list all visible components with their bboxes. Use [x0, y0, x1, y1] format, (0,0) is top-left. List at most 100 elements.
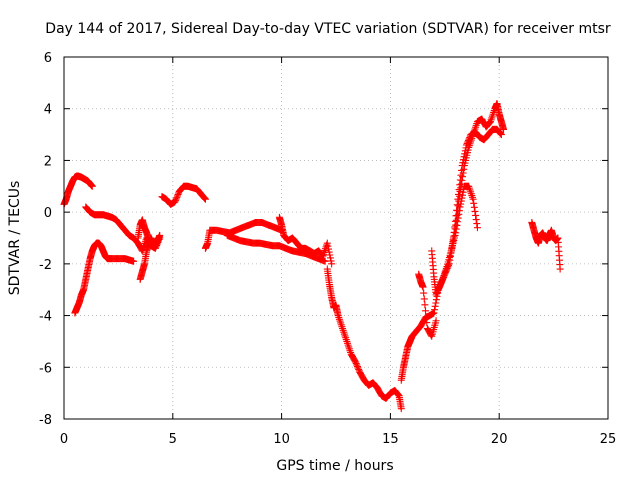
- data-point: [343, 337, 351, 345]
- data-point: [448, 243, 456, 251]
- data-point: [173, 192, 181, 200]
- data-point: [468, 193, 476, 201]
- data-point: [342, 334, 350, 342]
- data-point: [336, 317, 344, 325]
- data-point: [449, 240, 457, 248]
- y-tick-label: -4: [39, 310, 52, 325]
- data-point: [438, 278, 446, 286]
- data-point: [455, 197, 463, 205]
- data-point: [469, 195, 477, 203]
- y-tick-label: -2: [39, 258, 52, 273]
- data-point: [454, 202, 462, 210]
- data-point: [321, 257, 329, 265]
- data-point: [323, 239, 331, 247]
- x-tick-label: 25: [600, 432, 617, 447]
- data-point: [355, 366, 363, 374]
- data-point: [445, 261, 453, 269]
- data-point: [335, 315, 343, 323]
- data-point: [433, 288, 441, 296]
- data-point: [450, 228, 458, 236]
- data-point: [468, 192, 476, 200]
- data-point: [423, 319, 431, 327]
- data-point: [340, 330, 348, 338]
- data-point: [431, 306, 439, 314]
- data-point: [435, 285, 443, 293]
- data-point: [353, 361, 361, 369]
- data-point: [433, 289, 441, 297]
- data-point: [432, 317, 440, 325]
- data-point: [422, 307, 430, 315]
- data-point: [335, 313, 343, 321]
- series-track-o: [528, 218, 564, 273]
- data-point: [452, 216, 460, 224]
- y-tick-label: 6: [44, 51, 52, 66]
- data-point: [325, 245, 333, 253]
- data-point: [432, 299, 440, 307]
- data-point: [339, 325, 347, 332]
- y-axis-label: SDTVAR / TECUs: [7, 181, 23, 296]
- data-point: [172, 196, 180, 204]
- data-point: [327, 257, 335, 265]
- data-point: [500, 125, 508, 133]
- data-point: [436, 282, 444, 290]
- data-point: [443, 264, 451, 272]
- data-point: [434, 286, 442, 294]
- data-point: [497, 130, 505, 138]
- data-point: [488, 112, 496, 120]
- data-point: [420, 295, 428, 303]
- data-point: [556, 265, 564, 273]
- data-point: [130, 257, 138, 265]
- data-point: [325, 248, 333, 256]
- data-point: [447, 247, 455, 255]
- data-point: [420, 289, 428, 297]
- data-point: [454, 207, 462, 215]
- data-point: [453, 211, 461, 219]
- data-point: [341, 332, 349, 340]
- data-point: [459, 169, 467, 177]
- data-point: [441, 270, 449, 278]
- data-point: [497, 131, 505, 139]
- y-tick-label: -8: [39, 413, 52, 428]
- data-point: [467, 190, 475, 198]
- data-point: [472, 211, 480, 219]
- data-point: [173, 193, 181, 201]
- data-point: [453, 201, 461, 209]
- x-tick-label: 10: [273, 432, 290, 447]
- data-point: [421, 301, 429, 309]
- series-track-f: [158, 182, 209, 208]
- data-point: [470, 203, 478, 211]
- data-point: [352, 360, 360, 368]
- data-point: [460, 165, 468, 173]
- data-point: [340, 328, 348, 336]
- data-point: [172, 195, 180, 203]
- data-point: [326, 254, 334, 262]
- data-point: [200, 194, 208, 202]
- data-point: [459, 191, 467, 199]
- data-point: [443, 266, 451, 274]
- data-point: [397, 405, 405, 413]
- data-point: [432, 291, 440, 299]
- series-track-h: [223, 231, 329, 265]
- data-point: [344, 339, 352, 347]
- x-axis-label: GPS time / hours: [276, 458, 393, 474]
- data-point: [441, 269, 449, 277]
- data-point: [435, 283, 443, 291]
- data-point: [344, 341, 352, 349]
- data-point: [439, 275, 447, 283]
- data-point: [419, 283, 427, 291]
- data-point: [352, 358, 360, 366]
- data-points: [60, 100, 564, 413]
- data-point: [451, 225, 459, 233]
- series-track-a: [60, 172, 96, 208]
- y-tick-label: -6: [39, 361, 52, 376]
- data-point: [337, 319, 345, 327]
- data-point: [338, 323, 346, 331]
- data-point: [88, 182, 96, 190]
- data-point: [471, 207, 479, 215]
- data-point: [440, 273, 448, 281]
- data-point: [201, 195, 209, 203]
- series-track-i: [275, 213, 336, 268]
- data-point: [345, 345, 353, 353]
- y-tick-label: 4: [44, 103, 52, 118]
